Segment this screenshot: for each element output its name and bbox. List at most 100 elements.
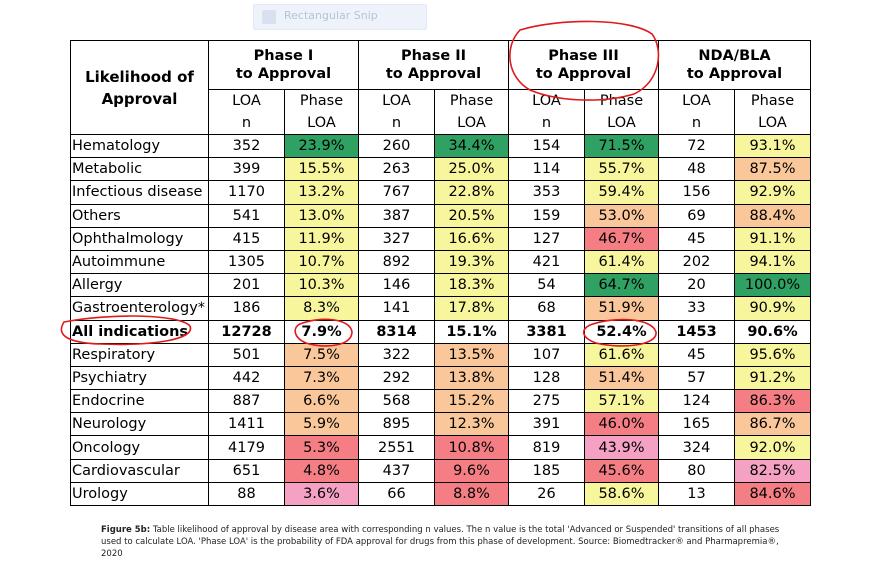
phase-loa-cell: 84.6% (734, 481, 811, 507)
loa-n-cell: 415 (208, 226, 285, 251)
loa-n-cell: 48 (658, 157, 735, 182)
phase-loa-cell: 45.6% (584, 458, 659, 483)
phase-loa-cell: 58.6% (584, 481, 659, 507)
disease-area-name: Urology (70, 481, 209, 507)
loa-n-cell: 66 (358, 481, 435, 507)
disease-area-name: Endocrine (70, 389, 209, 414)
phase-header-4: NDA/BLA to Approval (658, 40, 811, 90)
loa-n-cell: 156 (658, 180, 735, 205)
rectangular-snip-toolbar[interactable]: Rectangular Snip (253, 4, 427, 30)
loa-n-cell: 57 (658, 365, 735, 391)
phase1-all-indications-circle (294, 318, 353, 347)
phase-loa-cell: 10.3% (284, 273, 359, 298)
loa-n-cell: 887 (208, 389, 285, 414)
phase-loa-cell: 8.8% (434, 481, 509, 507)
subheader-phase-loa: Phase LOA (434, 89, 509, 135)
table-row: Ophthalmology 415 11.9% 327 16.6% 127 46.7% 45 9… (70, 226, 811, 251)
figure-caption-text: Table likelihood of approval by disease … (101, 525, 780, 559)
figure-caption-label: Figure 5b: (101, 525, 151, 535)
phase-loa-cell: 34.4% (434, 133, 509, 159)
subheader-loa-n: LOA n (358, 89, 435, 135)
disease-area-name: Infectious disease (70, 180, 209, 205)
loa-n-cell: 107 (508, 342, 585, 367)
phase-header-3: Phase III to Approval (508, 40, 659, 90)
loa-n-cell: 124 (658, 389, 735, 414)
phase-loa-cell: 92.0% (734, 435, 811, 460)
table-row: Hematology 352 23.9% 260 34.4% 154 71.5% 72 93.1… (70, 133, 811, 159)
table-row: Infectious disease 1170 13.2% 767 22.8% 353 59… (70, 180, 811, 205)
phase-loa-cell: 10.7% (284, 249, 359, 275)
loa-n-cell: 2551 (358, 435, 435, 460)
table-row: Psychiatry 442 7.3% 292 13.8% 128 51.4% 57 91.2% (70, 365, 811, 391)
phase-header-title: Phase II (400, 48, 467, 64)
corner-header: Likelihood of Approval (70, 40, 209, 135)
table-row: Gastroenterology* 186 8.3% 141 17.8% 68 51.9% 3… (70, 296, 811, 321)
table-row: Respiratory 501 7.5% 322 13.5% 107 61.6% 45 95.6… (70, 342, 811, 367)
loa-n-cell: 292 (358, 365, 435, 391)
table-row: Metabolic 399 15.5% 263 25.0% 114 55.7% 48 87.5% (70, 157, 811, 182)
loa-n-cell: 568 (358, 389, 435, 414)
loa-n-cell: 651 (208, 458, 285, 483)
disease-area-name: Allergy (70, 273, 209, 298)
loa-n-cell: 26 (508, 481, 585, 507)
phase-loa-cell: 55.7% (584, 157, 659, 182)
loa-n-cell: 165 (658, 412, 735, 437)
phase-loa-cell: 5.9% (284, 412, 359, 437)
phase-header-title: Phase III (548, 48, 619, 64)
phase-loa-cell: 9.6% (434, 458, 509, 483)
loa-n-cell: 13 (658, 481, 735, 507)
table-row: Neurology 1411 5.9% 895 12.3% 391 46.0% 165 86.7… (70, 412, 811, 437)
phase-loa-cell: 53.0% (584, 203, 659, 228)
phase-loa-cell: 15.2% (434, 389, 509, 414)
phase-loa-cell: 90.9% (734, 296, 811, 321)
phase-loa-cell: 23.9% (284, 133, 359, 159)
phase-loa-cell: 7.3% (284, 365, 359, 391)
phase-loa-cell: 17.8% (434, 296, 509, 321)
phase-loa-cell: 19.3% (434, 249, 509, 275)
loa-n-cell: 12728 (208, 319, 285, 344)
loa-n-cell: 501 (208, 342, 285, 367)
phase-loa-cell: 92.9% (734, 180, 811, 205)
table-row: Endocrine 887 6.6% 568 15.2% 275 57.1% 124 86.3% (70, 389, 811, 414)
disease-area-name: Others (70, 203, 209, 228)
phase-loa-cell: 86.7% (734, 412, 811, 437)
loa-n-cell: 45 (658, 226, 735, 251)
loa-n-cell: 1411 (208, 412, 285, 437)
phase-loa-cell: 91.2% (734, 365, 811, 391)
phase-loa-cell: 93.1% (734, 133, 811, 159)
phase-loa-cell: 59.4% (584, 180, 659, 205)
corner-header-line1: Likelihood of (85, 67, 194, 86)
phase-loa-cell: 15.1% (434, 319, 509, 344)
subheader-row: LOA n Phase LOA LOA n Phase LOA LOA n Phase LO… (71, 89, 811, 135)
loa-table: Likelihood of Approval Phase I to Approv… (70, 40, 811, 507)
phase-loa-cell: 61.6% (584, 342, 659, 367)
loa-n-cell: 45 (658, 342, 735, 367)
phase-loa-cell: 90.6% (734, 319, 811, 344)
subheader-phase-loa: Phase LOA (284, 89, 359, 135)
phase-header-2: Phase II to Approval (358, 40, 509, 90)
phase-loa-cell: 3.6% (284, 481, 359, 507)
corner-header-line2: Approval (101, 89, 178, 108)
phase-loa-cell: 51.9% (584, 296, 659, 321)
loa-n-cell: 767 (358, 180, 435, 205)
phase-loa-cell: 8.3% (284, 296, 359, 321)
disease-area-name: Ophthalmology (70, 226, 209, 251)
loa-n-cell: 353 (508, 180, 585, 205)
phase-header-subtitle: to Approval (535, 66, 632, 82)
phase-loa-cell: 13.2% (284, 180, 359, 205)
phase-loa-cell: 86.3% (734, 389, 811, 414)
rectangle-snip-icon (262, 10, 276, 24)
phase-loa-cell: 57.1% (584, 389, 659, 414)
loa-table-body: Hematology 352 23.9% 260 34.4% 154 71.5% 72 93.1… (70, 133, 811, 507)
phase-loa-cell: 100.0% (734, 273, 811, 298)
phase-header-subtitle: to Approval (385, 66, 482, 82)
phase-loa-cell: 15.5% (284, 157, 359, 182)
phase-loa-cell: 13.5% (434, 342, 509, 367)
phase-loa-cell: 61.4% (584, 249, 659, 275)
loa-n-cell: 442 (208, 365, 285, 391)
table-row: Allergy 201 10.3% 146 18.3% 54 64.7% 20 100.0% (70, 273, 811, 298)
disease-area-name: Oncology (70, 435, 209, 460)
phase-loa-cell: 4.8% (284, 458, 359, 483)
phase-loa-cell: 64.7% (584, 273, 659, 298)
